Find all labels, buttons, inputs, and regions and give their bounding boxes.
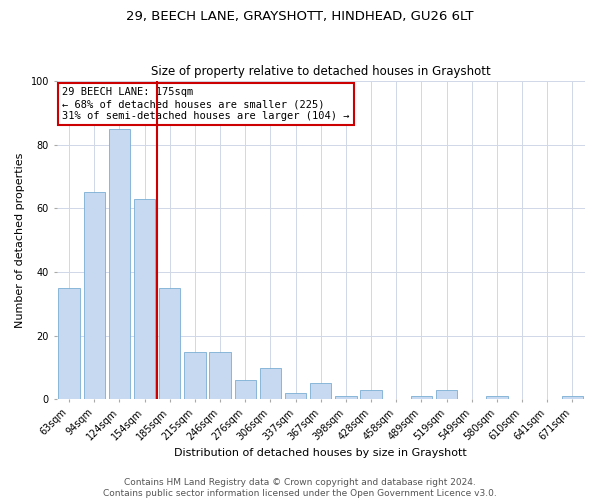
Bar xyxy=(361,390,382,400)
Bar xyxy=(58,288,80,400)
Text: 29, BEECH LANE, GRAYSHOTT, HINDHEAD, GU26 6LT: 29, BEECH LANE, GRAYSHOTT, HINDHEAD, GU2… xyxy=(126,10,474,23)
Y-axis label: Number of detached properties: Number of detached properties xyxy=(15,152,25,328)
X-axis label: Distribution of detached houses by size in Grayshott: Distribution of detached houses by size … xyxy=(175,448,467,458)
Bar xyxy=(184,352,206,400)
Text: 29 BEECH LANE: 175sqm
← 68% of detached houses are smaller (225)
31% of semi-det: 29 BEECH LANE: 175sqm ← 68% of detached … xyxy=(62,88,349,120)
Bar xyxy=(83,192,105,400)
Bar xyxy=(562,396,583,400)
Bar xyxy=(260,368,281,400)
Bar xyxy=(335,396,356,400)
Bar xyxy=(486,396,508,400)
Bar xyxy=(209,352,231,400)
Bar xyxy=(134,199,155,400)
Bar xyxy=(285,393,307,400)
Bar xyxy=(436,390,457,400)
Bar xyxy=(411,396,432,400)
Bar xyxy=(310,384,331,400)
Text: Contains HM Land Registry data © Crown copyright and database right 2024.
Contai: Contains HM Land Registry data © Crown c… xyxy=(103,478,497,498)
Title: Size of property relative to detached houses in Grayshott: Size of property relative to detached ho… xyxy=(151,66,491,78)
Bar xyxy=(235,380,256,400)
Bar xyxy=(159,288,181,400)
Bar xyxy=(109,129,130,400)
